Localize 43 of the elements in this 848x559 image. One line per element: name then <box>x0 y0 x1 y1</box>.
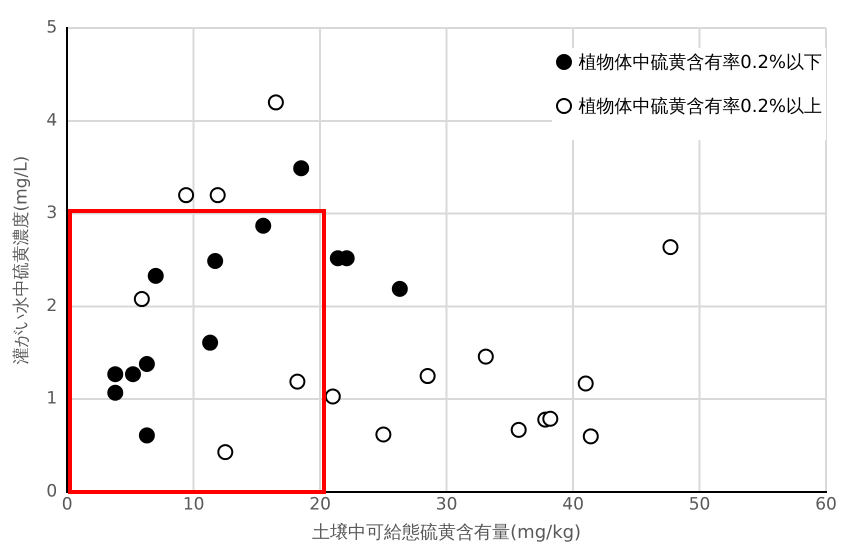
point <box>107 366 124 382</box>
point <box>375 426 392 442</box>
point <box>324 388 341 404</box>
point <box>207 253 224 270</box>
point <box>178 187 194 204</box>
y-axis-title: 灌がい水中硫黄濃度(mg/L) <box>12 156 32 365</box>
point <box>202 334 218 351</box>
y-tick-label: 3 <box>46 203 58 224</box>
point <box>217 444 234 460</box>
x-tick-label: 50 <box>688 494 710 515</box>
point <box>148 268 164 284</box>
y-tick-label: 4 <box>46 110 58 130</box>
point <box>138 356 155 372</box>
point <box>582 428 599 444</box>
point <box>578 375 594 392</box>
x-tick-label: 0 <box>62 494 73 515</box>
legend-label: 植物体中硫黄含有率0.2%以下 <box>578 51 822 74</box>
point <box>138 427 155 444</box>
point <box>124 366 141 382</box>
x-tick-label: 40 <box>562 494 584 515</box>
point <box>478 348 494 365</box>
point <box>268 94 284 110</box>
point <box>392 280 408 297</box>
point <box>255 218 272 234</box>
point <box>107 384 124 401</box>
point <box>662 239 678 256</box>
point <box>420 368 436 384</box>
x-tick-label: 30 <box>436 494 458 515</box>
legend-label: 植物体中硫黄含有率0.2%以上 <box>578 95 822 118</box>
x-tick-label: 60 <box>815 494 837 515</box>
x-tick-label: 20 <box>309 494 331 515</box>
point <box>289 374 306 390</box>
point <box>293 160 310 176</box>
point <box>510 422 527 438</box>
x-axis-title: 土壌中可給態硫黄含有量(mg/kg) <box>312 522 582 543</box>
y-tick-label: 0 <box>46 481 58 502</box>
y-tick-label: 5 <box>46 18 58 38</box>
point <box>542 410 558 427</box>
y-tick-label: 2 <box>46 296 58 316</box>
point <box>210 187 226 204</box>
point <box>134 291 150 308</box>
y-tick-label: 1 <box>46 388 58 409</box>
x-tick-label: 10 <box>182 494 204 515</box>
